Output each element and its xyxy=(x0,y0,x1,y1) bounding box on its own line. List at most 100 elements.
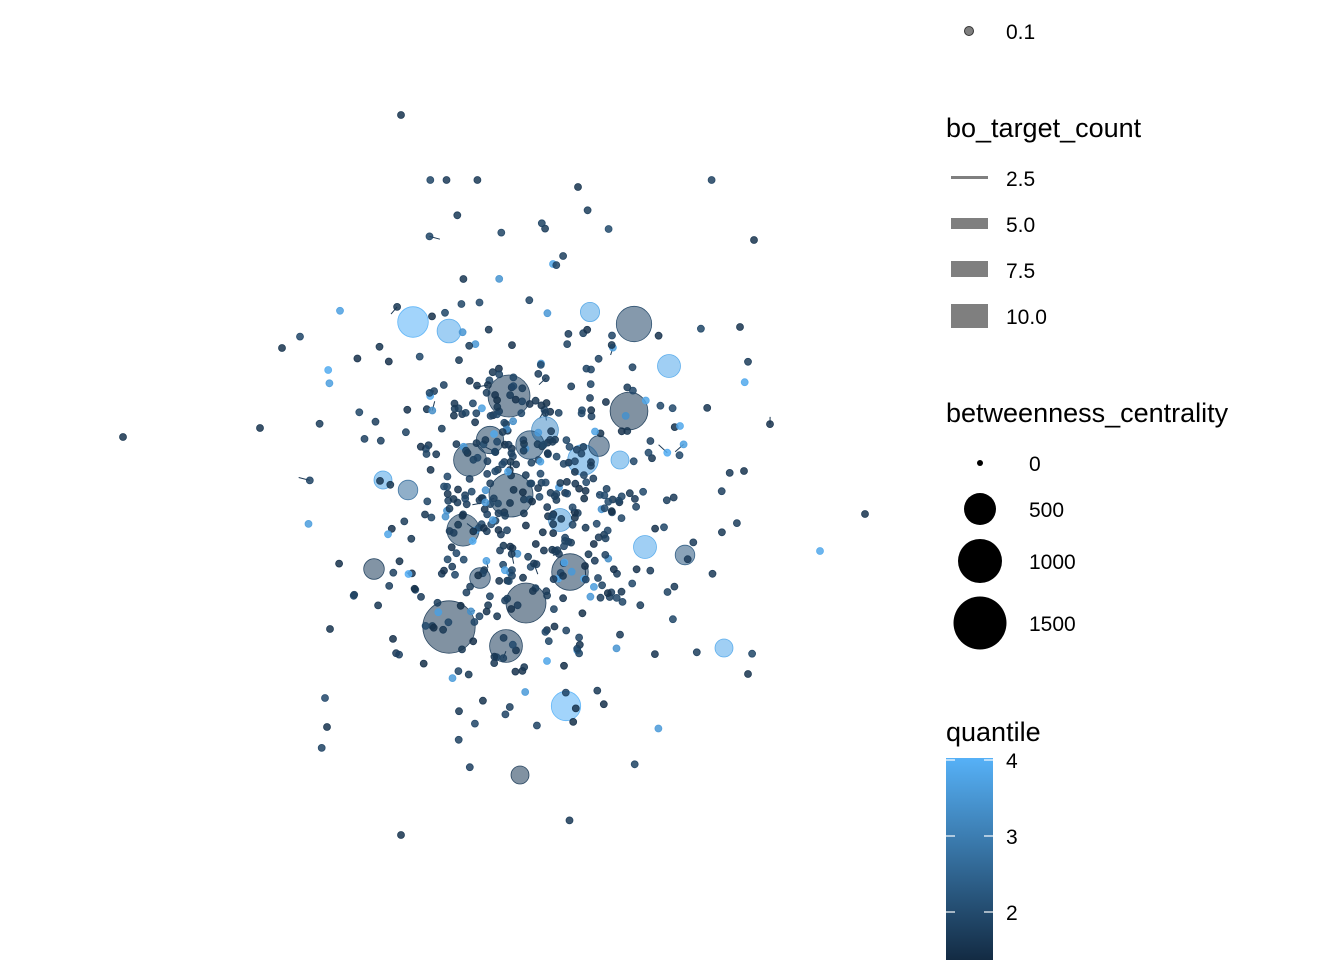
network-node xyxy=(563,340,572,349)
network-node xyxy=(594,574,602,582)
network-node xyxy=(518,397,526,406)
network-node xyxy=(386,480,395,489)
network-node xyxy=(472,409,481,418)
network-node xyxy=(603,526,612,535)
network-node xyxy=(407,534,416,543)
network-node xyxy=(560,558,569,567)
network-node xyxy=(393,302,402,311)
legend-bo-title: bo_target_count xyxy=(946,113,1142,143)
network-node xyxy=(442,176,451,184)
network-node xyxy=(375,342,384,351)
network-node xyxy=(384,530,392,539)
network-node xyxy=(465,763,474,772)
network-node xyxy=(458,511,467,520)
network-node xyxy=(591,427,599,436)
legend-betweenness-label-2: 500 xyxy=(1029,499,1064,522)
network-node xyxy=(421,510,429,519)
network-node xyxy=(481,486,490,495)
network-node xyxy=(646,566,655,575)
network-node xyxy=(531,540,540,548)
network-node xyxy=(432,450,441,459)
network-node xyxy=(395,650,404,659)
legend-bo-key-1 xyxy=(951,176,988,179)
network-node xyxy=(520,439,528,448)
network-node xyxy=(473,381,481,390)
network-node xyxy=(490,659,499,667)
network-node xyxy=(385,582,394,590)
network-node xyxy=(568,520,577,529)
network-node xyxy=(488,516,497,525)
network-node xyxy=(461,494,470,503)
network-node xyxy=(581,486,590,495)
network-node xyxy=(559,459,568,468)
network-node-outlier xyxy=(278,344,286,352)
network-node xyxy=(596,593,605,602)
network-node xyxy=(707,176,716,184)
network-node xyxy=(587,461,595,470)
network-node xyxy=(660,523,668,532)
network-node xyxy=(423,497,432,506)
legend-betweenness-title: betweenness_centrality xyxy=(946,398,1229,428)
network-node xyxy=(708,569,717,578)
legend-betweenness-label-4: 1500 xyxy=(1029,613,1076,636)
network-node xyxy=(632,565,641,574)
network-node xyxy=(457,300,466,308)
network-node xyxy=(646,437,655,445)
network-node xyxy=(336,306,344,315)
network-node xyxy=(421,622,430,630)
network-node xyxy=(371,417,380,426)
network-node xyxy=(481,436,490,444)
network-node xyxy=(490,652,499,661)
network-node xyxy=(454,735,463,744)
network-node xyxy=(499,654,508,662)
legend-alpha: 0.1 xyxy=(964,21,1035,44)
network-node xyxy=(493,612,502,621)
network-node xyxy=(599,700,608,709)
network-node xyxy=(703,403,712,412)
network-node xyxy=(458,645,466,654)
network-node xyxy=(575,633,583,642)
network-node xyxy=(525,296,534,305)
network-node xyxy=(535,492,544,501)
network-node xyxy=(589,474,598,483)
network-node xyxy=(376,436,385,445)
network-node-outlier xyxy=(574,183,582,191)
network-node xyxy=(612,644,621,653)
network-node xyxy=(623,383,632,392)
network-node xyxy=(648,454,656,463)
network-node xyxy=(404,570,413,578)
network-node xyxy=(670,582,679,591)
network-node xyxy=(512,460,520,469)
network-node xyxy=(725,468,734,477)
network-node xyxy=(400,517,409,526)
network-node xyxy=(571,457,579,466)
quantile-tick-label-2: 2 xyxy=(1006,902,1018,925)
legend-bo-key-3 xyxy=(951,261,988,277)
network-node xyxy=(519,488,527,497)
network-node xyxy=(452,440,461,449)
legend-bo-label-4: 10.0 xyxy=(1006,306,1047,329)
network-node xyxy=(443,482,452,491)
network-node xyxy=(441,512,450,521)
nodes-layer xyxy=(119,111,869,839)
network-node xyxy=(504,577,513,585)
legend-betweenness-key-2 xyxy=(964,493,996,525)
network-node xyxy=(538,528,547,537)
network-node xyxy=(536,469,545,478)
network-node xyxy=(536,360,545,369)
network-node xyxy=(571,467,579,476)
network-node xyxy=(483,381,492,389)
network-node xyxy=(568,503,577,512)
network-node xyxy=(550,605,558,613)
network-node xyxy=(583,325,592,334)
network-node xyxy=(579,442,588,451)
network-node xyxy=(587,406,596,415)
network-node xyxy=(443,489,452,498)
network-node xyxy=(537,401,546,410)
network-node xyxy=(617,427,626,436)
network-node xyxy=(553,546,562,555)
network-node xyxy=(439,625,448,634)
network-node xyxy=(509,373,518,382)
network-node xyxy=(581,575,590,584)
network-node xyxy=(612,594,621,602)
